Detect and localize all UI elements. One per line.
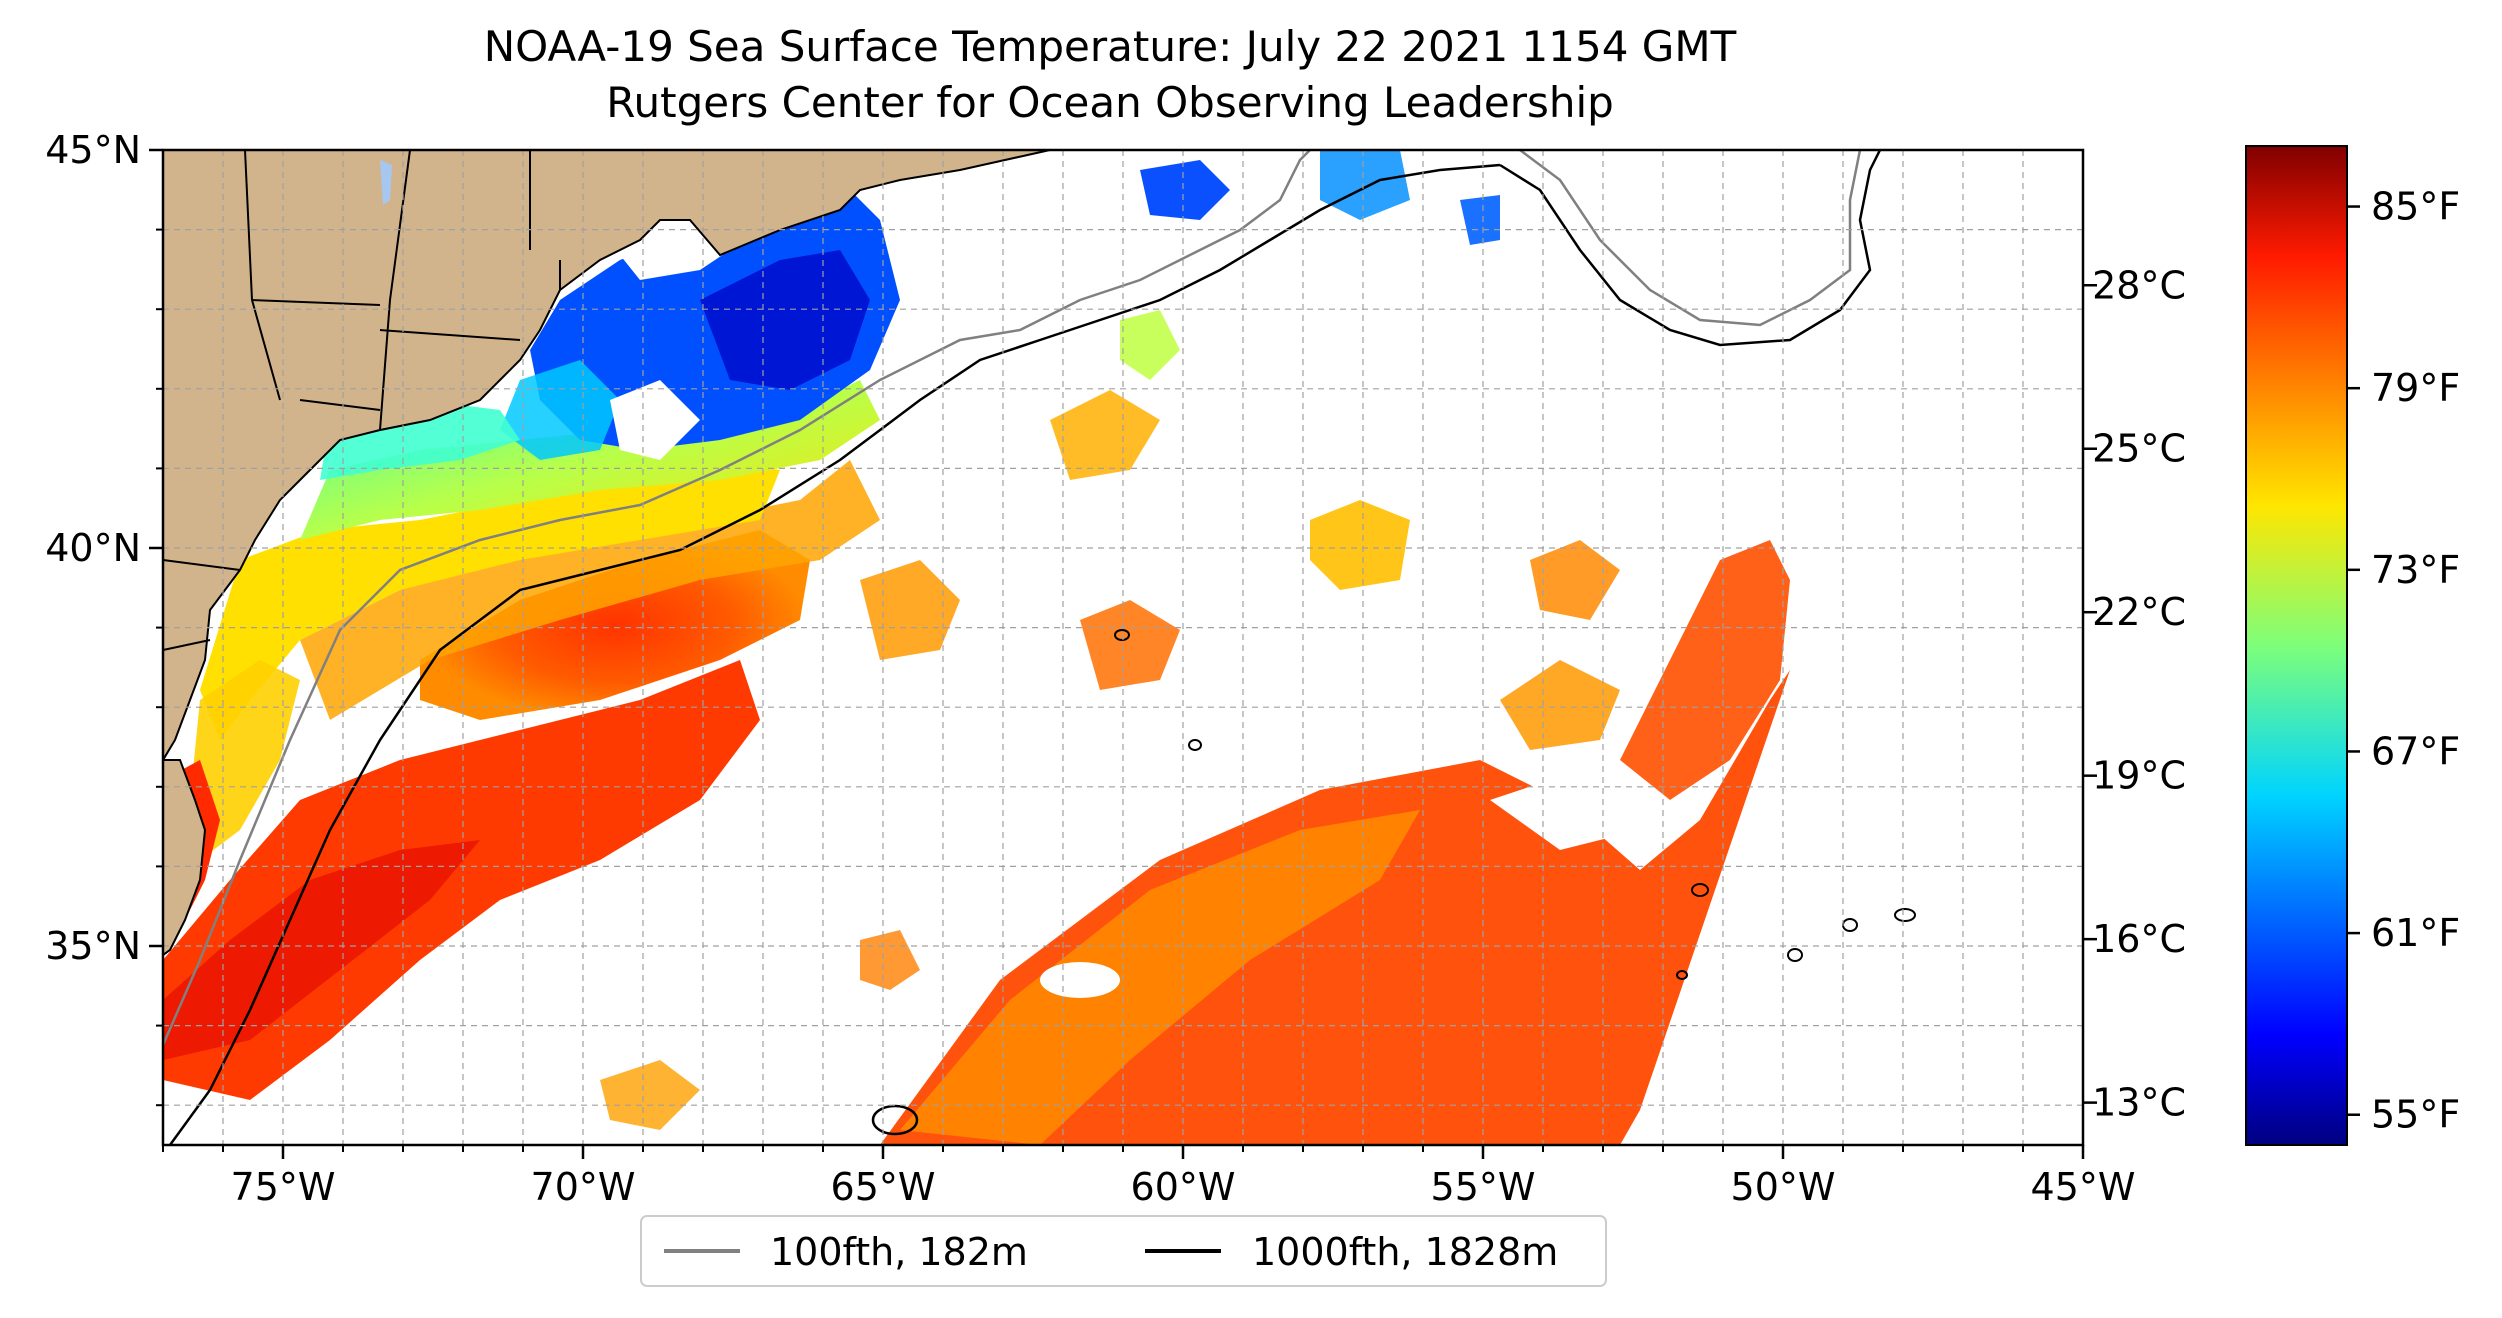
sst-field: [163, 150, 1790, 1145]
sst-shelf-water: [200, 460, 780, 740]
cloud-gap: [610, 380, 700, 460]
colorbar-f-label: 61°F: [2371, 911, 2460, 955]
sst-cold-shelf: [500, 360, 620, 460]
seamount-contour: [1787, 948, 1803, 962]
colorbar-c-label: 28°C: [2092, 263, 2186, 307]
lat-tick-label: 40°N: [45, 526, 141, 570]
sst-patch: [1310, 500, 1410, 590]
colorbar-c-label: 16°C: [2092, 917, 2186, 961]
land: [163, 150, 1051, 957]
lat-tick-label: 45°N: [45, 128, 141, 172]
sst-patch: [600, 1060, 700, 1130]
lat-axis: 45°N 40°N 35°N: [45, 128, 163, 1107]
sst-scotian-shelf: [1460, 195, 1500, 245]
sst-shelf-water-yellow-south: [190, 660, 300, 860]
colorbar-f-label: 55°F: [2371, 1093, 2460, 1137]
seamount-contour: [1188, 739, 1202, 751]
colorbar-c-label: 13°C: [2092, 1081, 2186, 1125]
seamount-contour: [1894, 908, 1916, 922]
legend-label-100fth: 100fth, 182m: [770, 1230, 1028, 1274]
lon-tick-label: 70°W: [531, 1165, 636, 1209]
sst-scotian-shelf: [1140, 160, 1230, 220]
sst-patch: [1050, 390, 1160, 480]
sst-warm-swath-orange: [900, 810, 1420, 1145]
land-new-england: [163, 150, 1051, 762]
colorbar-f-label: 67°F: [2371, 729, 2460, 773]
seamount-contour: [871, 1104, 919, 1136]
land-mid-atlantic: [163, 759, 207, 957]
colorbar-fahrenheit-axis: 55°F 61°F 67°F 73°F 79°F 85°F: [2347, 185, 2460, 1137]
lon-tick-label: 55°W: [1431, 1165, 1536, 1209]
seamount-contour: [1114, 629, 1130, 641]
colorbar-f-label: 85°F: [2371, 185, 2460, 229]
colorbar-gradient: [2245, 145, 2348, 1146]
contour-100fth: [163, 150, 1311, 1046]
colorbar-c-label: 19°C: [2092, 754, 2186, 798]
state-border: [163, 150, 561, 651]
lon-tick-label: 65°W: [831, 1165, 936, 1209]
lon-axis: 75°W 70°W 65°W 60°W 55°W 50°W 45°W: [162, 1145, 2136, 1209]
sst-patch: [860, 930, 920, 990]
sst-scotian-shelf: [1320, 150, 1410, 220]
lon-tick-label: 45°W: [2031, 1165, 2136, 1209]
sst-patch: [1530, 540, 1620, 620]
lon-tick-label: 50°W: [1731, 1165, 1836, 1209]
lat-tick-label: 35°N: [45, 924, 141, 968]
seamount-contour: [1676, 970, 1688, 980]
colorbar-celsius-axis: 13°C 16°C 19°C 22°C 25°C 28°C: [2083, 263, 2186, 1125]
map-subtitle: Rutgers Center for Ocean Observing Leade…: [606, 78, 1614, 127]
sst-gulf-stream-core: [163, 840, 480, 1060]
lake: [380, 160, 392, 205]
sst-patch: [1120, 310, 1180, 380]
lon-tick-label: 60°W: [1131, 1165, 1236, 1209]
colorbar-c-label: 25°C: [2092, 427, 2186, 471]
legend-box: [640, 1215, 1607, 1287]
colorbar-c-label: 22°C: [2092, 590, 2186, 634]
legend-label-1000fth: 1000fth, 1828m: [1252, 1230, 1558, 1274]
contour-1000fth: [1499, 150, 1882, 347]
sst-east-patch: [1500, 660, 1620, 750]
seamount-contour: [1691, 883, 1709, 897]
sst-patch: [860, 560, 960, 660]
sst-gulf-of-maine-deep: [700, 250, 870, 390]
legend: 100fth, 182m 1000fth, 1828m: [640, 1215, 1607, 1287]
colorbar-f-label: 79°F: [2371, 366, 2460, 410]
lon-tick-label: 75°W: [231, 1165, 336, 1209]
sst-patch: [1080, 600, 1180, 690]
contour-100fth: [1519, 150, 1862, 327]
cloud-gap: [1040, 962, 1120, 998]
sst-orange-field: [300, 460, 880, 720]
colorbar-f-label: 73°F: [2371, 548, 2460, 592]
map-title: NOAA-19 Sea Surface Temperature: July 22…: [483, 22, 1737, 71]
